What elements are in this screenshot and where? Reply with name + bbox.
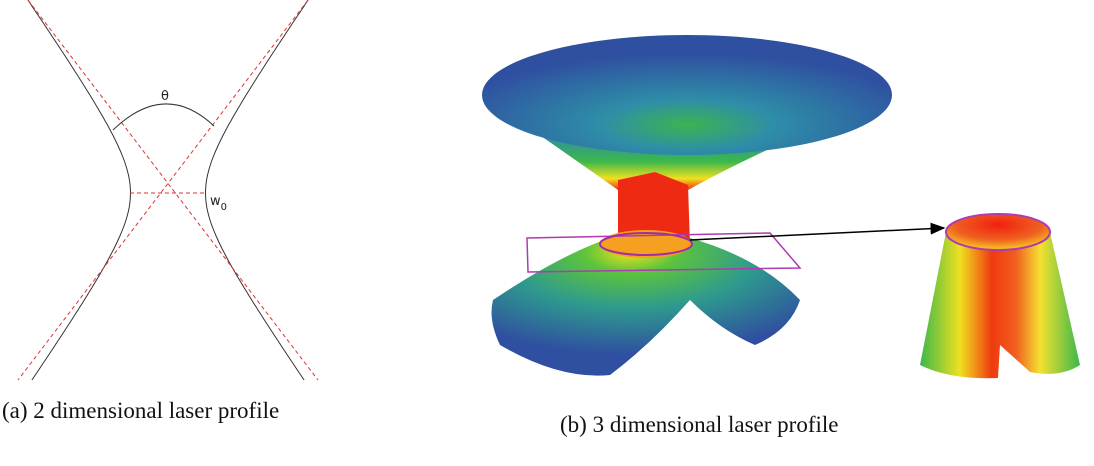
zoomed-top <box>946 214 1050 250</box>
asymptote <box>18 0 308 380</box>
waist-subscript: 0 <box>221 202 227 213</box>
angle-label: θ <box>161 89 169 104</box>
zoomed-waist <box>920 232 1080 378</box>
three-d-profile <box>482 35 1080 378</box>
beam-edge <box>206 0 309 380</box>
beam-edge <box>28 0 131 380</box>
caption: (b) 3 dimensional laser profile <box>560 410 820 440</box>
upper-face <box>482 35 892 155</box>
waist-label: w0 <box>210 194 227 213</box>
angle-arc <box>113 104 214 130</box>
lower-cone <box>492 238 800 376</box>
figure: θ w0 (a) 2 dimensional laser profile (b)… <box>0 0 1094 466</box>
waist-symbol: w <box>210 194 221 209</box>
caption: (a) 2 dimensional laser profile <box>2 396 320 426</box>
asymptote <box>28 0 318 380</box>
two-d-profile: θ w0 <box>18 0 318 380</box>
